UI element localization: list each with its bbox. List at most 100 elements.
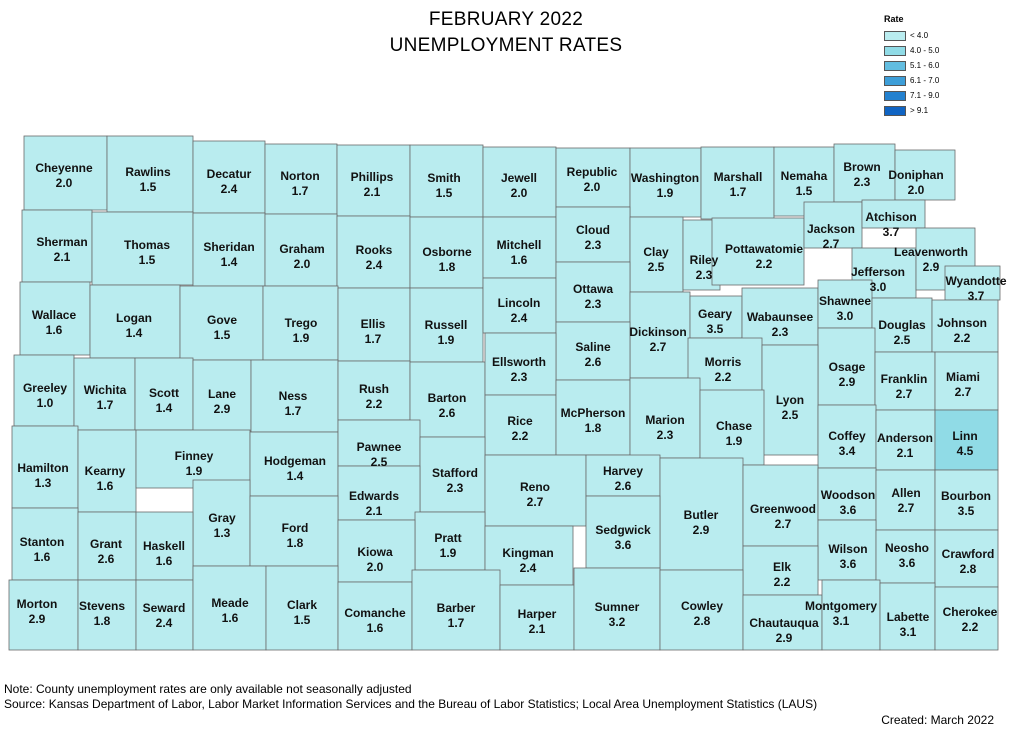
county-rate-woodson: 3.6 [840,503,857,517]
county-shape-allen [875,469,936,531]
county-name-crawford: Crawford [942,547,995,561]
county-name-montgomery: Montgomery [805,599,877,613]
county-name-bourbon: Bourbon [941,489,991,503]
county-shape-cherokee [934,586,999,651]
county-rate-trego: 1.9 [293,331,310,345]
county-shape-ellis [337,287,411,362]
county-rate-greenwood: 2.7 [775,517,792,531]
county-rate-dickinson: 2.7 [650,340,667,354]
county-rate-riley: 2.3 [696,268,713,282]
county-name-kearny: Kearny [85,464,126,478]
county-shape-ellsworth [484,332,557,396]
county-shape-wallace [19,281,91,356]
county-name-atchison: Atchison [865,210,916,224]
county-name-ford: Ford [282,521,309,535]
county-shape-montgomery [821,579,881,651]
county-shape-smith [409,144,484,218]
county-name-labette: Labette [887,610,930,624]
county-shape-gove [179,285,264,361]
county-rate-coffey: 3.4 [839,444,856,458]
county-shape-pawnee [337,419,421,467]
county-rate-osage: 2.9 [839,375,856,389]
county-name-lyon: Lyon [776,393,804,407]
county-shape-hamilton [11,425,79,509]
county-shape-rawlins [106,135,194,213]
county-shape-harper [499,584,575,651]
legend: Rate < 4.0 4.0 - 5.0 5.1 - 6.0 6.1 - 7.0… [884,14,939,118]
legend-item: < 4.0 [884,28,939,43]
county-shape-meade [192,565,267,651]
county-shape-rooks [336,215,411,289]
county-rate-labette: 3.1 [900,625,917,639]
county-name-marion: Marion [645,413,684,427]
county-shape-miami [934,351,999,411]
county-shape-coffey [817,404,877,469]
county-shape-cowley [659,569,744,651]
county-rate-russell: 1.9 [438,333,455,347]
county-name-smith: Smith [427,171,460,185]
county-name-woodson: Woodson [821,488,875,502]
legend-label: 6.1 - 7.0 [910,76,940,85]
county-rate-harvey: 2.6 [615,479,632,493]
county-name-logan: Logan [116,311,152,325]
county-shape-wabaunsee [741,287,819,346]
county-name-harvey: Harvey [603,464,643,478]
county-name-scott: Scott [149,386,179,400]
county-name-anderson: Anderson [877,431,933,445]
county-rate-allen: 2.7 [898,501,915,515]
county-shape-morton [8,579,79,651]
county-shape-cloud [555,206,631,263]
county-shape-logan [89,284,181,359]
county-name-graham: Graham [279,242,324,256]
county-shape-washington [629,147,702,218]
county-shape-hodgeman [249,431,339,497]
county-name-morton: Morton [17,597,58,611]
legend-swatch [884,45,906,56]
county-shape-greenwood [742,464,819,547]
county-rate-barber: 1.7 [448,616,465,630]
legend-item: 4.0 - 5.0 [884,43,939,58]
county-rate-marshall: 1.7 [730,185,747,199]
county-name-shawnee: Shawnee [819,294,871,308]
county-rate-ford: 1.8 [287,536,304,550]
county-shape-ford [249,495,339,567]
footnote: Note: County unemployment rates are only… [4,682,412,696]
county-name-stevens: Stevens [79,599,125,613]
county-name-lane: Lane [208,387,236,401]
legend-label: 4.0 - 5.0 [910,46,940,55]
county-name-chautauqua: Chautauqua [749,616,819,630]
county-name-chase: Chase [716,419,752,433]
county-shape-seward [135,579,194,651]
county-rate-graham: 2.0 [294,257,311,271]
county-name-allen: Allen [891,486,920,500]
county-rate-miami: 2.7 [955,385,972,399]
county-name-lincoln: Lincoln [498,296,541,310]
county-name-mcpherson: McPherson [561,406,626,420]
county-rate-cowley: 2.8 [694,614,711,628]
county-shape-sherman [21,209,93,283]
county-shape-comanche [337,581,413,651]
county-name-meade: Meade [211,596,249,610]
county-rate-grant: 2.6 [98,552,115,566]
county-name-elk: Elk [773,560,791,574]
county-rate-morris: 2.2 [715,370,732,384]
county-name-clark: Clark [287,598,317,612]
county-rate-smith: 1.5 [436,186,453,200]
county-name-haskell: Haskell [143,539,185,553]
county-rate-mitchell: 1.6 [511,253,528,267]
county-name-ellsworth: Ellsworth [492,355,546,369]
county-rate-seward: 2.4 [156,616,173,630]
county-shape-ottawa [555,261,631,323]
county-name-linn: Linn [952,429,977,443]
county-rate-cheyenne: 2.0 [56,176,73,190]
legend-swatch [884,30,906,41]
created-date: Created: March 2022 [881,713,994,727]
county-rate-johnson: 2.2 [954,331,971,345]
county-shape-scott [134,357,194,431]
county-shape-shawnee [817,279,873,329]
county-rate-rush: 2.2 [366,397,383,411]
county-rate-gray: 1.3 [214,526,231,540]
county-rate-harper: 2.1 [529,622,546,636]
county-name-ness: Ness [279,389,308,403]
county-rate-linn: 4.5 [957,444,974,458]
